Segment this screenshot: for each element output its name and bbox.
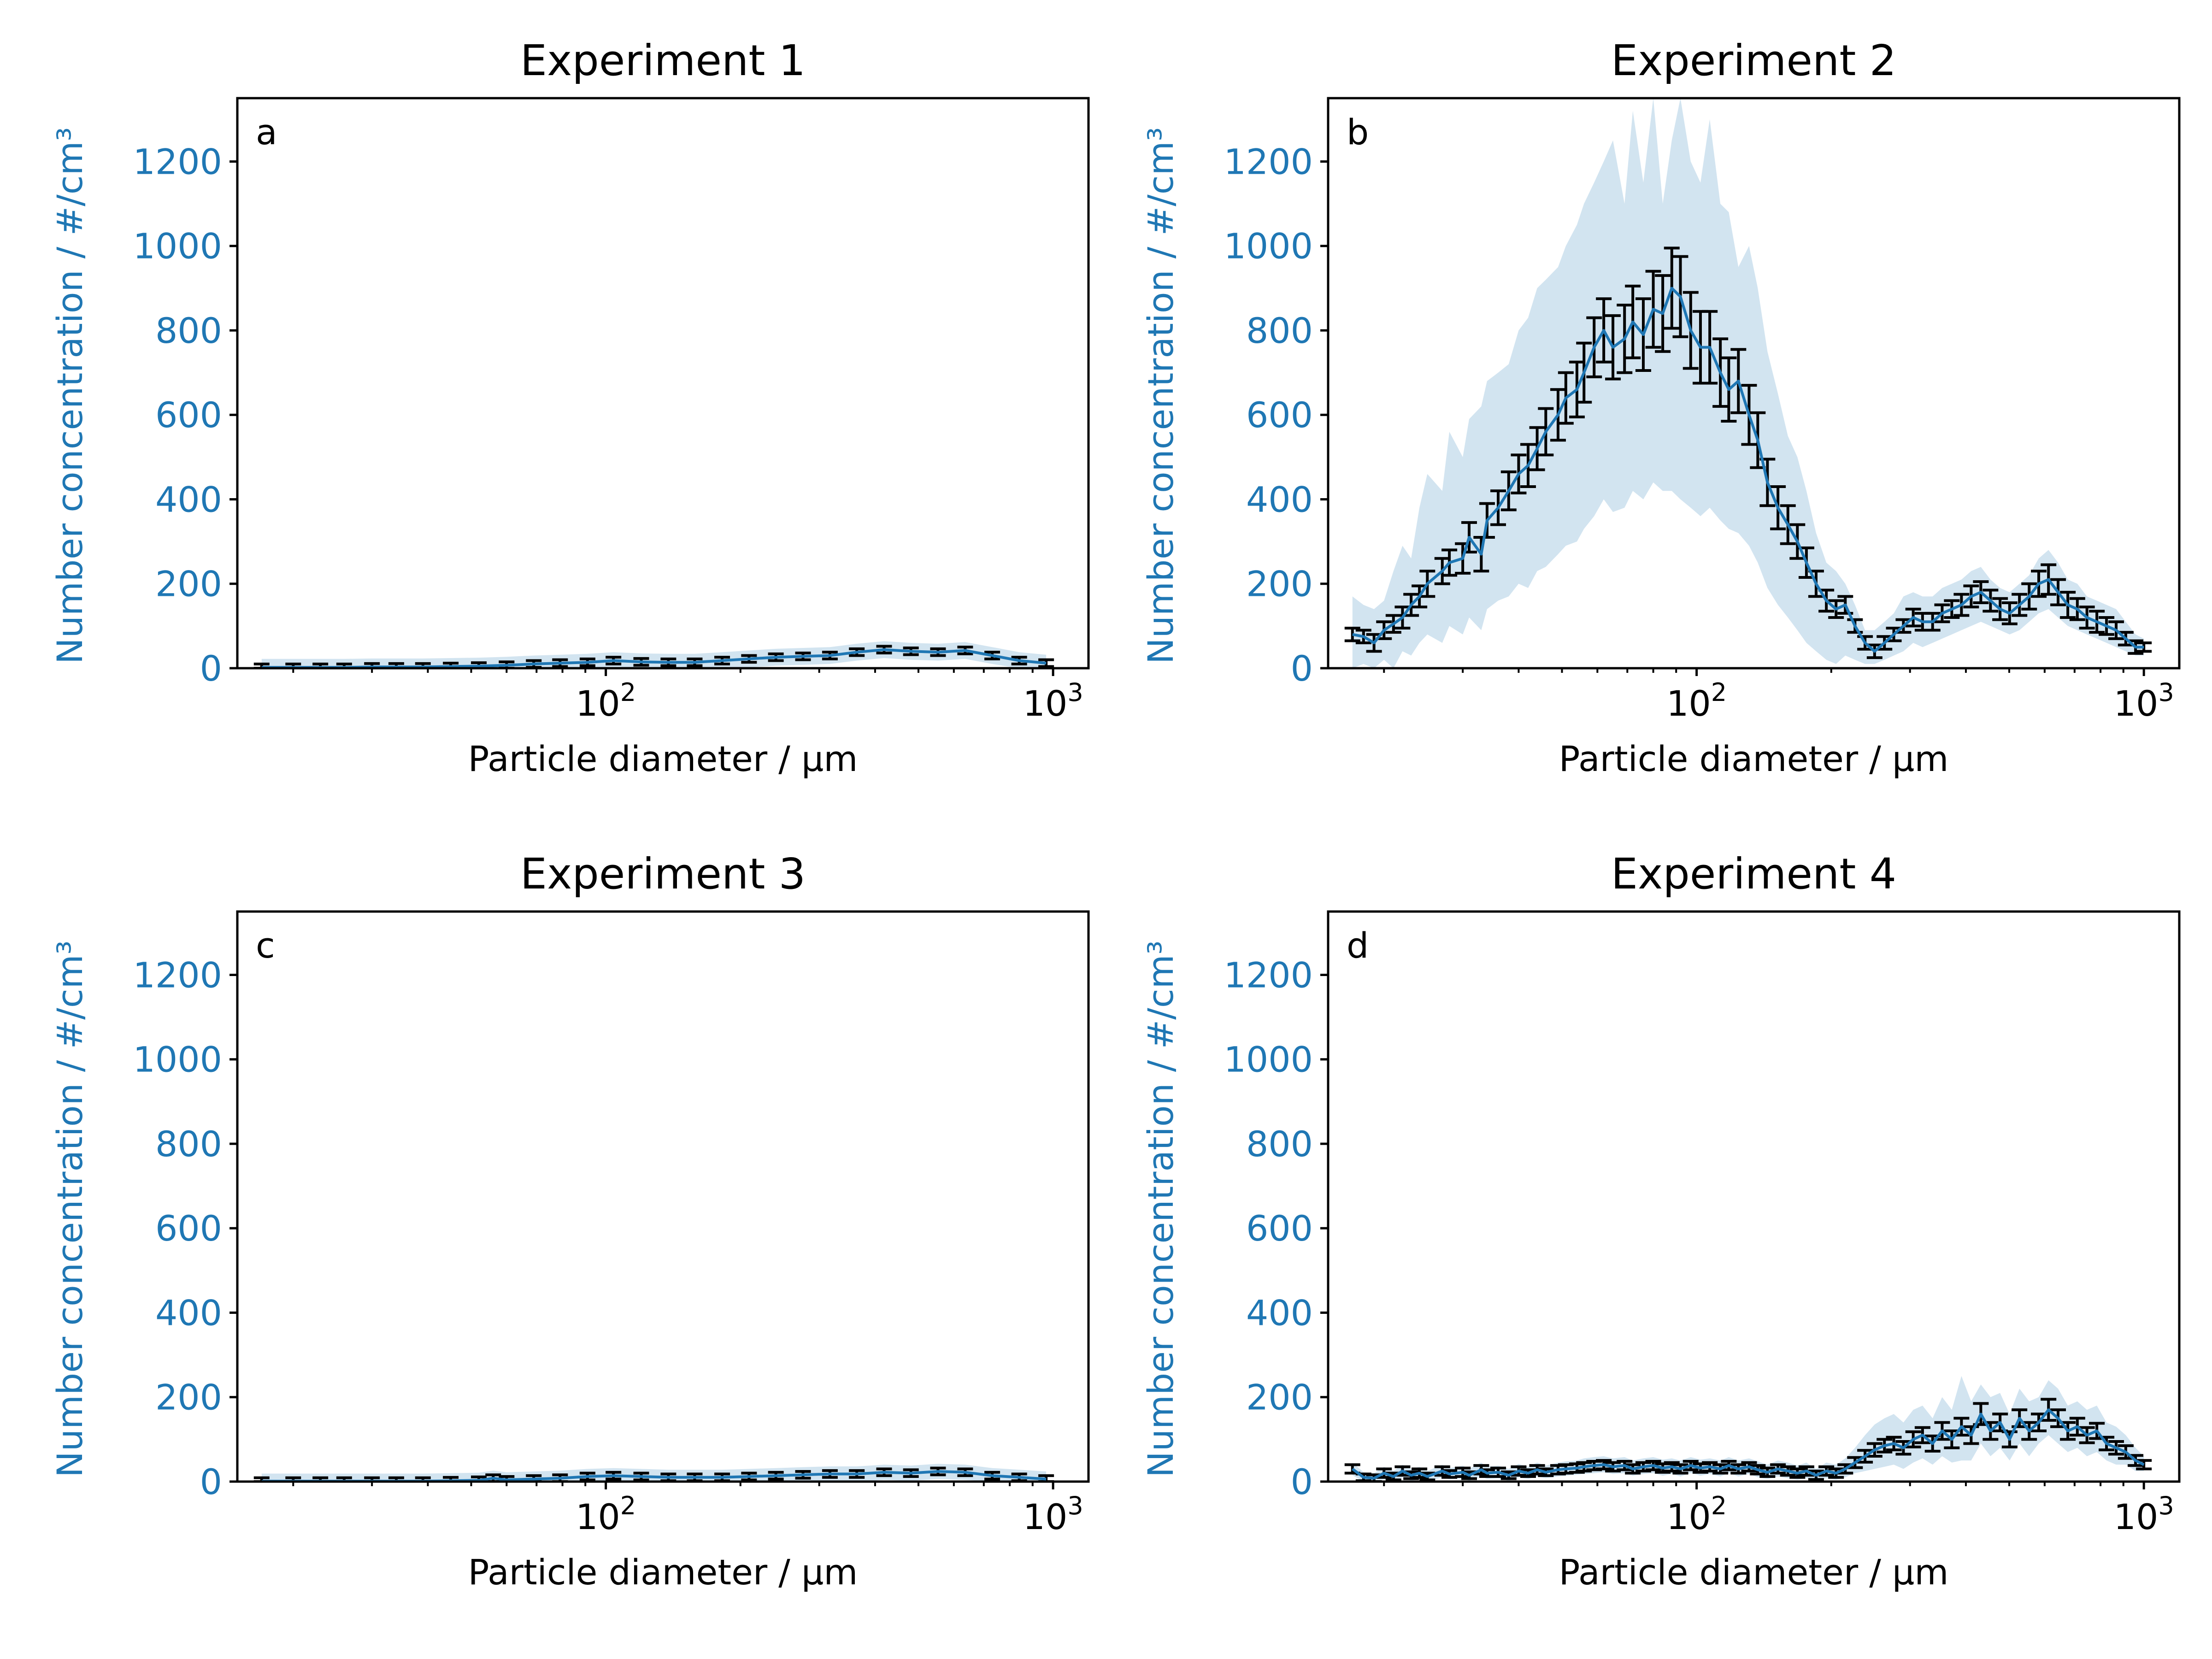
y-axis-label: Number concentration / #/cm³ xyxy=(1140,941,1181,1477)
panel-letter: c xyxy=(256,925,275,966)
y-tick-label: 400 xyxy=(155,479,222,520)
y-tick-label: 400 xyxy=(155,1292,222,1333)
y-tick-label: 1000 xyxy=(1224,1039,1313,1080)
y-tick-label: 800 xyxy=(1246,310,1313,351)
panel-title: Experiment 3 xyxy=(520,849,806,899)
x-tick-label: 103 xyxy=(1023,678,1083,724)
y-tick-label: 200 xyxy=(155,564,222,605)
y-tick-label: 600 xyxy=(155,394,222,435)
y-tick-label: 0 xyxy=(200,1461,222,1502)
error-bar xyxy=(1344,626,1360,642)
y-tick-label: 600 xyxy=(155,1208,222,1249)
y-tick-label: 600 xyxy=(1246,1208,1313,1249)
y-axis-label: Number concentration / #/cm³ xyxy=(49,127,90,664)
panel-title: Experiment 1 xyxy=(520,36,806,85)
axes-frame xyxy=(236,910,1090,1483)
x-axis-label: Particle diameter / μm xyxy=(468,1552,858,1593)
uncertainty-band xyxy=(1352,98,2144,668)
panel-letter: a xyxy=(256,112,277,153)
x-tick-label: 102 xyxy=(1666,1491,1727,1537)
y-tick-label: 1000 xyxy=(1224,226,1313,267)
y-tick-label: 600 xyxy=(1246,394,1313,435)
axes-frame xyxy=(1327,97,2181,670)
y-tick-label: 800 xyxy=(1246,1124,1313,1165)
y-tick-label: 1200 xyxy=(1224,141,1313,182)
y-tick-label: 1000 xyxy=(133,1039,222,1080)
axes-frame xyxy=(1327,910,2181,1483)
y-axis-label: Number concentration / #/cm³ xyxy=(49,941,90,1477)
y-tick-label: 1200 xyxy=(133,141,222,182)
x-tick-label: 103 xyxy=(2114,678,2174,724)
x-axis-label: Particle diameter / μm xyxy=(1559,1552,1949,1593)
series-line xyxy=(1351,1408,2145,1480)
x-axis-label: Particle diameter / μm xyxy=(1559,738,1949,779)
y-tick-label: 200 xyxy=(1246,564,1313,605)
panel-title: Experiment 2 xyxy=(1611,36,1896,85)
series-line xyxy=(1352,287,2144,653)
axes-frame xyxy=(236,97,1090,670)
error-bar xyxy=(1038,658,1054,668)
y-tick-label: 800 xyxy=(155,310,222,351)
x-tick-label: 102 xyxy=(576,678,636,724)
y-tick-label: 1000 xyxy=(133,226,222,267)
panel-d: 0 200 400 600 800 1000 1200 102 103 Experiment 4 P… xyxy=(1140,849,2181,1593)
panel-c: 0 200 400 600 800 1000 1200 102 103 Experiment 3 P… xyxy=(49,849,1090,1593)
y-axis-label: Number concentration / #/cm³ xyxy=(1140,127,1181,664)
y-tick-label: 0 xyxy=(1291,1461,1313,1502)
panel-letter: b xyxy=(1347,112,1369,153)
series-line xyxy=(261,648,1047,668)
y-tick-label: 1200 xyxy=(133,954,222,995)
uncertainty-band xyxy=(1352,1376,2144,1482)
x-axis-label: Particle diameter / μm xyxy=(468,738,858,779)
plot-area xyxy=(1344,1376,2152,1482)
y-tick-label: 200 xyxy=(1246,1377,1313,1418)
y-tick-label: 1200 xyxy=(1224,954,1313,995)
y-tick-label: 400 xyxy=(1246,479,1313,520)
plot-area xyxy=(1344,98,2152,668)
y-tick-label: 400 xyxy=(1246,1292,1313,1333)
y-tick-label: 0 xyxy=(200,648,222,689)
x-tick-label: 103 xyxy=(1023,1491,1083,1537)
x-tick-label: 102 xyxy=(1666,678,1727,724)
y-tick-label: 0 xyxy=(1291,648,1313,689)
x-tick-label: 102 xyxy=(576,1491,636,1537)
y-tick-label: 800 xyxy=(155,1124,222,1165)
plot-area xyxy=(253,1464,1054,1482)
panel-title: Experiment 4 xyxy=(1611,849,1896,899)
x-tick-label: 103 xyxy=(2114,1491,2174,1537)
y-tick-label: 200 xyxy=(155,1377,222,1418)
panel-b: 0 200 400 600 800 1000 1200 102 103 Experiment 2 P… xyxy=(1140,36,2181,779)
plot-area xyxy=(253,641,1054,668)
panel-a: 0 200 400 600 800 1000 1200 102 103 Experiment 1 P… xyxy=(49,36,1090,779)
panel-letter: d xyxy=(1347,925,1369,966)
